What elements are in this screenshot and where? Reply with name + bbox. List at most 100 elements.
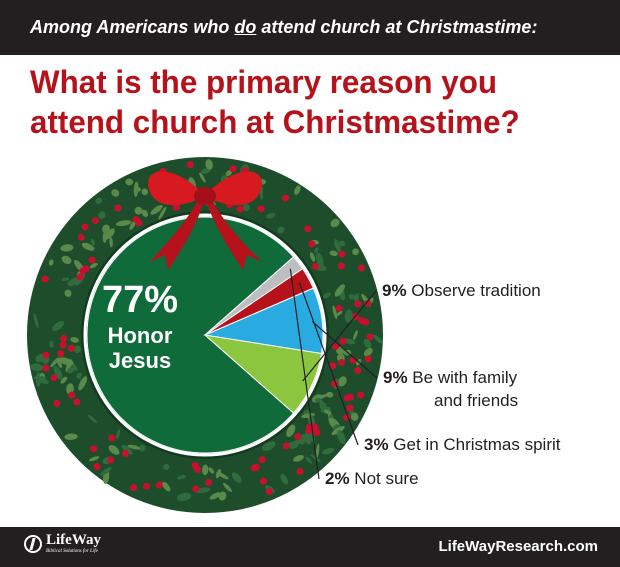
wreath-leaf [100, 467, 112, 476]
wreath-leaf [33, 313, 39, 329]
bow-decoration [148, 171, 262, 270]
wreath-leaf [67, 367, 75, 374]
slice-label-category: Get in Christmas spirit [393, 435, 560, 454]
slice-label: 3% Get in Christmas spirit [364, 435, 561, 454]
wreath-leaf [89, 262, 98, 269]
site-url: LifeWayResearch.com [438, 538, 598, 555]
wreath-berry [114, 204, 122, 212]
slice-label-category: Jesus [109, 348, 171, 373]
wreath-leaf [73, 345, 81, 354]
wreath-leaf [115, 220, 132, 227]
wreath-berry [364, 355, 372, 363]
wreath-berry [76, 273, 84, 281]
wreath-leaf [163, 463, 170, 470]
wreath-berry [68, 391, 76, 399]
wreath-berry [236, 205, 244, 213]
wreath-leaf [200, 167, 211, 175]
wreath-leaf [53, 365, 63, 380]
wreath-leaf [208, 467, 215, 474]
wreath-berry [155, 481, 163, 489]
wreath-leaf [336, 310, 343, 316]
wreath-berry [81, 223, 89, 231]
wreath-leaf [134, 206, 143, 215]
wreath-berry [282, 442, 290, 450]
wreath-leaf [215, 469, 222, 479]
wreath-leaf [280, 473, 289, 485]
wreath-berry [91, 217, 99, 225]
wreath-leaf [109, 237, 113, 248]
wreath-leaf [67, 277, 81, 287]
wreath-leaf [330, 218, 340, 228]
wreath-leaf [202, 464, 209, 476]
wreath-leaf [322, 292, 331, 299]
slice-label-category: Not sure [354, 469, 418, 488]
wreath-leaf [61, 255, 72, 265]
wreath-leaf [70, 337, 80, 343]
slice-label-value: 3% [364, 435, 393, 454]
wreath-berry [335, 304, 343, 312]
logo-tagline: Biblical Solutions for Life [46, 549, 98, 554]
wreath-leaf [78, 376, 88, 391]
wreath-leaf [129, 220, 137, 230]
wreath-leaf [133, 181, 139, 197]
wreath-leaf [33, 376, 47, 380]
wreath-leaf [60, 376, 68, 384]
slice-label: 9% Be with family [383, 368, 518, 387]
wreath-leaf [314, 247, 319, 253]
wreath-leaf [138, 444, 146, 452]
wreath-leaf [205, 159, 213, 170]
wreath-berry [366, 333, 374, 341]
wreath-leaf [76, 372, 82, 379]
wreath-leaf [108, 445, 120, 455]
wreath-leaf [231, 472, 242, 483]
wreath-leaf [56, 358, 63, 368]
leader-line [289, 268, 320, 480]
wreath-leaf [127, 444, 141, 450]
wreath-leaf [104, 228, 115, 240]
logo-name: LifeWay [46, 532, 101, 548]
wreath-berry [191, 461, 199, 469]
wreath-leaf [48, 259, 54, 266]
wreath-leaf [52, 320, 65, 331]
leader-line [299, 282, 359, 446]
wreath-leaf [64, 289, 72, 297]
logo-mark-icon [24, 534, 42, 553]
wreath-berry [304, 225, 312, 233]
wreath-berry [186, 161, 194, 169]
wreath-berry [259, 477, 267, 485]
slice-label-category: Be with family [412, 368, 517, 387]
top-banner: Among Americans who do attend church at … [0, 0, 620, 55]
wreath-leaf [150, 205, 163, 215]
wreath-leaf [121, 444, 133, 455]
wreath-berry [142, 482, 150, 490]
wreath-leaf [334, 284, 345, 297]
wreath-berry [305, 427, 313, 435]
wreath-berry [338, 358, 346, 366]
leader-line [302, 290, 377, 382]
wreath-leaf [111, 189, 120, 197]
slice-label-value: 9% [383, 368, 412, 387]
wreath-leaf [338, 376, 347, 387]
wreath-leaf [223, 482, 232, 492]
pie-outline [83, 213, 327, 457]
wreath-leaf [329, 250, 338, 257]
pie-slice [204, 256, 304, 336]
wreath-leaf [266, 212, 276, 219]
wreath-leaf [50, 357, 60, 368]
wreath-leaf [319, 394, 327, 399]
wreath-berry [258, 456, 266, 464]
wreath-berry [67, 344, 75, 352]
wreath-leaf [294, 185, 301, 195]
wreath-leaf [199, 172, 206, 183]
wreath-berry [41, 275, 49, 283]
wreath-berry [53, 399, 61, 407]
wreath-berry [108, 434, 116, 442]
wreath-leaf [322, 447, 335, 455]
wreath-leaf [363, 348, 373, 357]
wreath-berry [311, 262, 319, 270]
wreath-leaf [242, 203, 250, 211]
wreath-berry [329, 362, 337, 370]
slice-label: and friends [434, 391, 518, 410]
wreath-berry [339, 337, 347, 345]
